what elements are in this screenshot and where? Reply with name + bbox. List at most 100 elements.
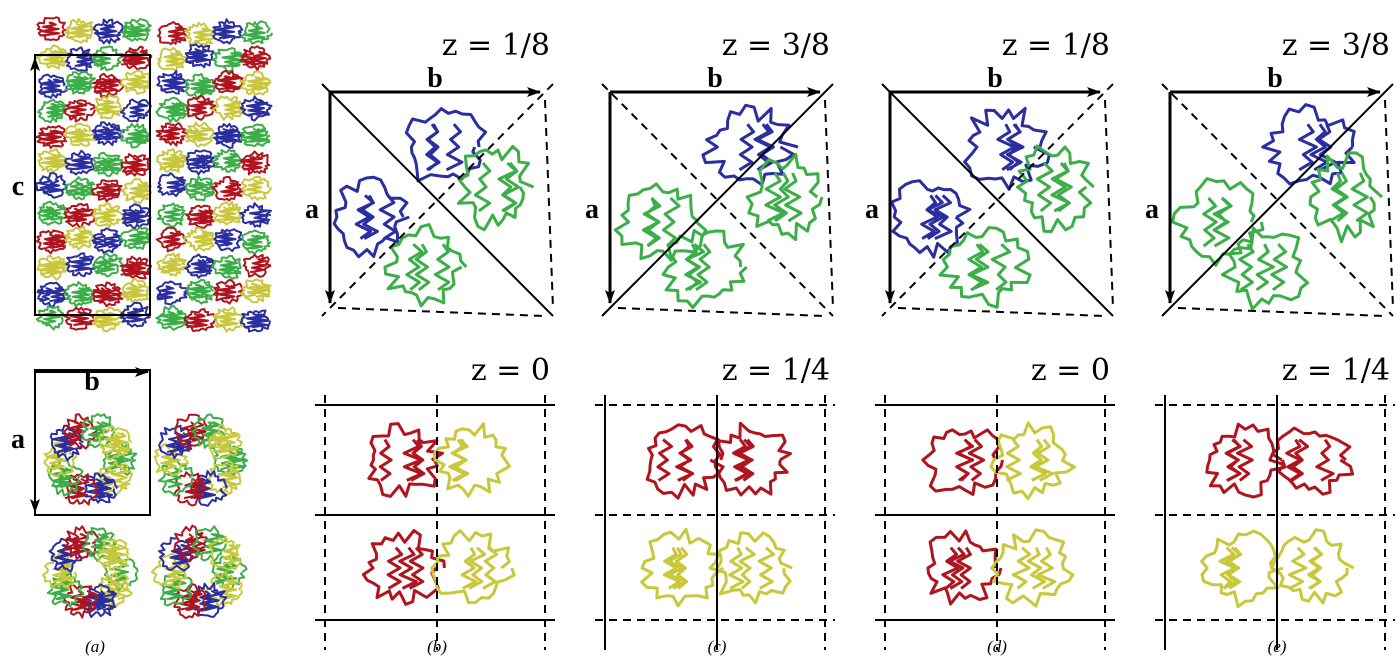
protein (367, 422, 444, 498)
protein (212, 200, 243, 226)
line (1104, 99, 1114, 309)
protein (184, 121, 215, 148)
protein (156, 252, 189, 277)
protein (184, 72, 217, 100)
protein (92, 72, 125, 99)
protein (926, 529, 1003, 606)
protein (95, 93, 123, 120)
protein (36, 254, 69, 281)
protein (92, 151, 124, 178)
protein (213, 228, 243, 253)
line (601, 83, 834, 317)
protein (185, 94, 217, 121)
protein (921, 428, 1005, 496)
protein (332, 175, 410, 259)
z-label: z = 1/8 (1002, 28, 1110, 63)
pore (80, 450, 100, 470)
axis-label: c (12, 171, 24, 202)
protein (191, 413, 227, 450)
protein (64, 203, 96, 229)
protein (120, 277, 150, 303)
protein (155, 96, 189, 123)
z-label: z = 1/4 (1282, 353, 1390, 388)
protein (1205, 422, 1287, 499)
protein (1268, 426, 1355, 496)
protein (156, 70, 189, 95)
protein (1016, 144, 1095, 233)
protein (1308, 151, 1383, 244)
protein (65, 46, 97, 72)
protein (42, 553, 78, 590)
protein (185, 204, 215, 229)
z-label: z = 0 (471, 353, 550, 388)
axis-label: a (305, 194, 319, 225)
line (881, 83, 1114, 317)
protein (155, 304, 189, 331)
protein (192, 525, 227, 562)
protein (119, 255, 152, 280)
protein (1171, 177, 1265, 267)
axis-label: b (84, 366, 100, 397)
protein (173, 583, 207, 620)
protein (239, 95, 273, 122)
protein (34, 44, 69, 70)
protein (174, 413, 208, 450)
line (897, 307, 1106, 317)
protein (184, 21, 216, 47)
protein (708, 531, 793, 605)
protein (47, 459, 84, 497)
protein (157, 46, 188, 73)
pore (190, 450, 210, 470)
protein (92, 45, 125, 72)
protein (91, 179, 123, 203)
protein (239, 123, 271, 148)
protein (190, 470, 228, 507)
protein (121, 203, 152, 230)
protein (37, 98, 68, 124)
protein (63, 473, 99, 506)
protein (1261, 103, 1356, 186)
protein (456, 144, 535, 232)
protein (120, 178, 153, 204)
protein (211, 69, 244, 94)
protein (156, 202, 188, 228)
protein (184, 253, 215, 279)
protein (91, 281, 124, 308)
protein (212, 440, 249, 476)
protein (102, 553, 139, 592)
protein (157, 536, 195, 572)
protein (119, 123, 152, 149)
protein (64, 149, 95, 176)
protein (1200, 529, 1284, 609)
caption: (e) (1268, 637, 1287, 656)
protein (156, 147, 189, 173)
line (1161, 83, 1394, 317)
drawing (30, 16, 1395, 650)
pore (190, 562, 210, 582)
protein (213, 306, 244, 333)
protein (172, 471, 208, 507)
protein (432, 422, 511, 498)
protein (81, 413, 116, 449)
protein (1270, 528, 1355, 605)
protein (156, 172, 188, 198)
protein (211, 47, 245, 73)
line (1161, 83, 1394, 317)
protein (383, 223, 468, 308)
protein (63, 583, 98, 619)
protein (208, 423, 243, 460)
protein (98, 571, 133, 609)
axis-label: b (1267, 63, 1283, 94)
protein (938, 226, 1032, 309)
z-label: z = 3/8 (1282, 28, 1390, 63)
line (321, 83, 554, 317)
line (824, 99, 834, 309)
protein (212, 122, 245, 149)
caption: (a) (85, 637, 105, 656)
protein (1220, 226, 1310, 311)
protein (242, 253, 272, 278)
z-label: z = 1/4 (722, 353, 830, 388)
protein (183, 308, 217, 333)
line (617, 307, 826, 317)
